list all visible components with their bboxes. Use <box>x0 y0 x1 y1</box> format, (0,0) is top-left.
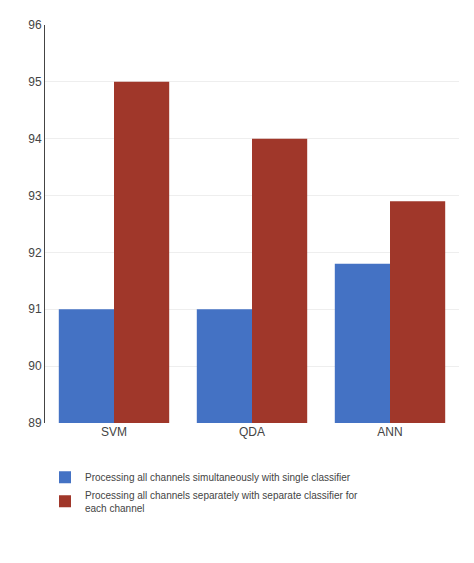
svg-text:96: 96 <box>28 18 42 32</box>
svg-text:95: 95 <box>28 75 42 89</box>
svg-text:93: 93 <box>28 189 42 203</box>
svg-text:ANN: ANN <box>377 425 402 439</box>
svg-text:91: 91 <box>28 302 42 316</box>
svg-text:Processing all channels separa: Processing all channels separately with … <box>85 490 358 514</box>
svg-text:QDA: QDA <box>239 425 265 439</box>
svg-text:90: 90 <box>28 359 42 373</box>
svg-text:92: 92 <box>28 246 42 260</box>
svg-text:SVM: SVM <box>101 425 127 439</box>
svg-text:Processing all channels simult: Processing all channels simultaneously w… <box>85 472 351 483</box>
svg-text:89: 89 <box>28 416 42 430</box>
svg-text:94: 94 <box>28 132 42 146</box>
